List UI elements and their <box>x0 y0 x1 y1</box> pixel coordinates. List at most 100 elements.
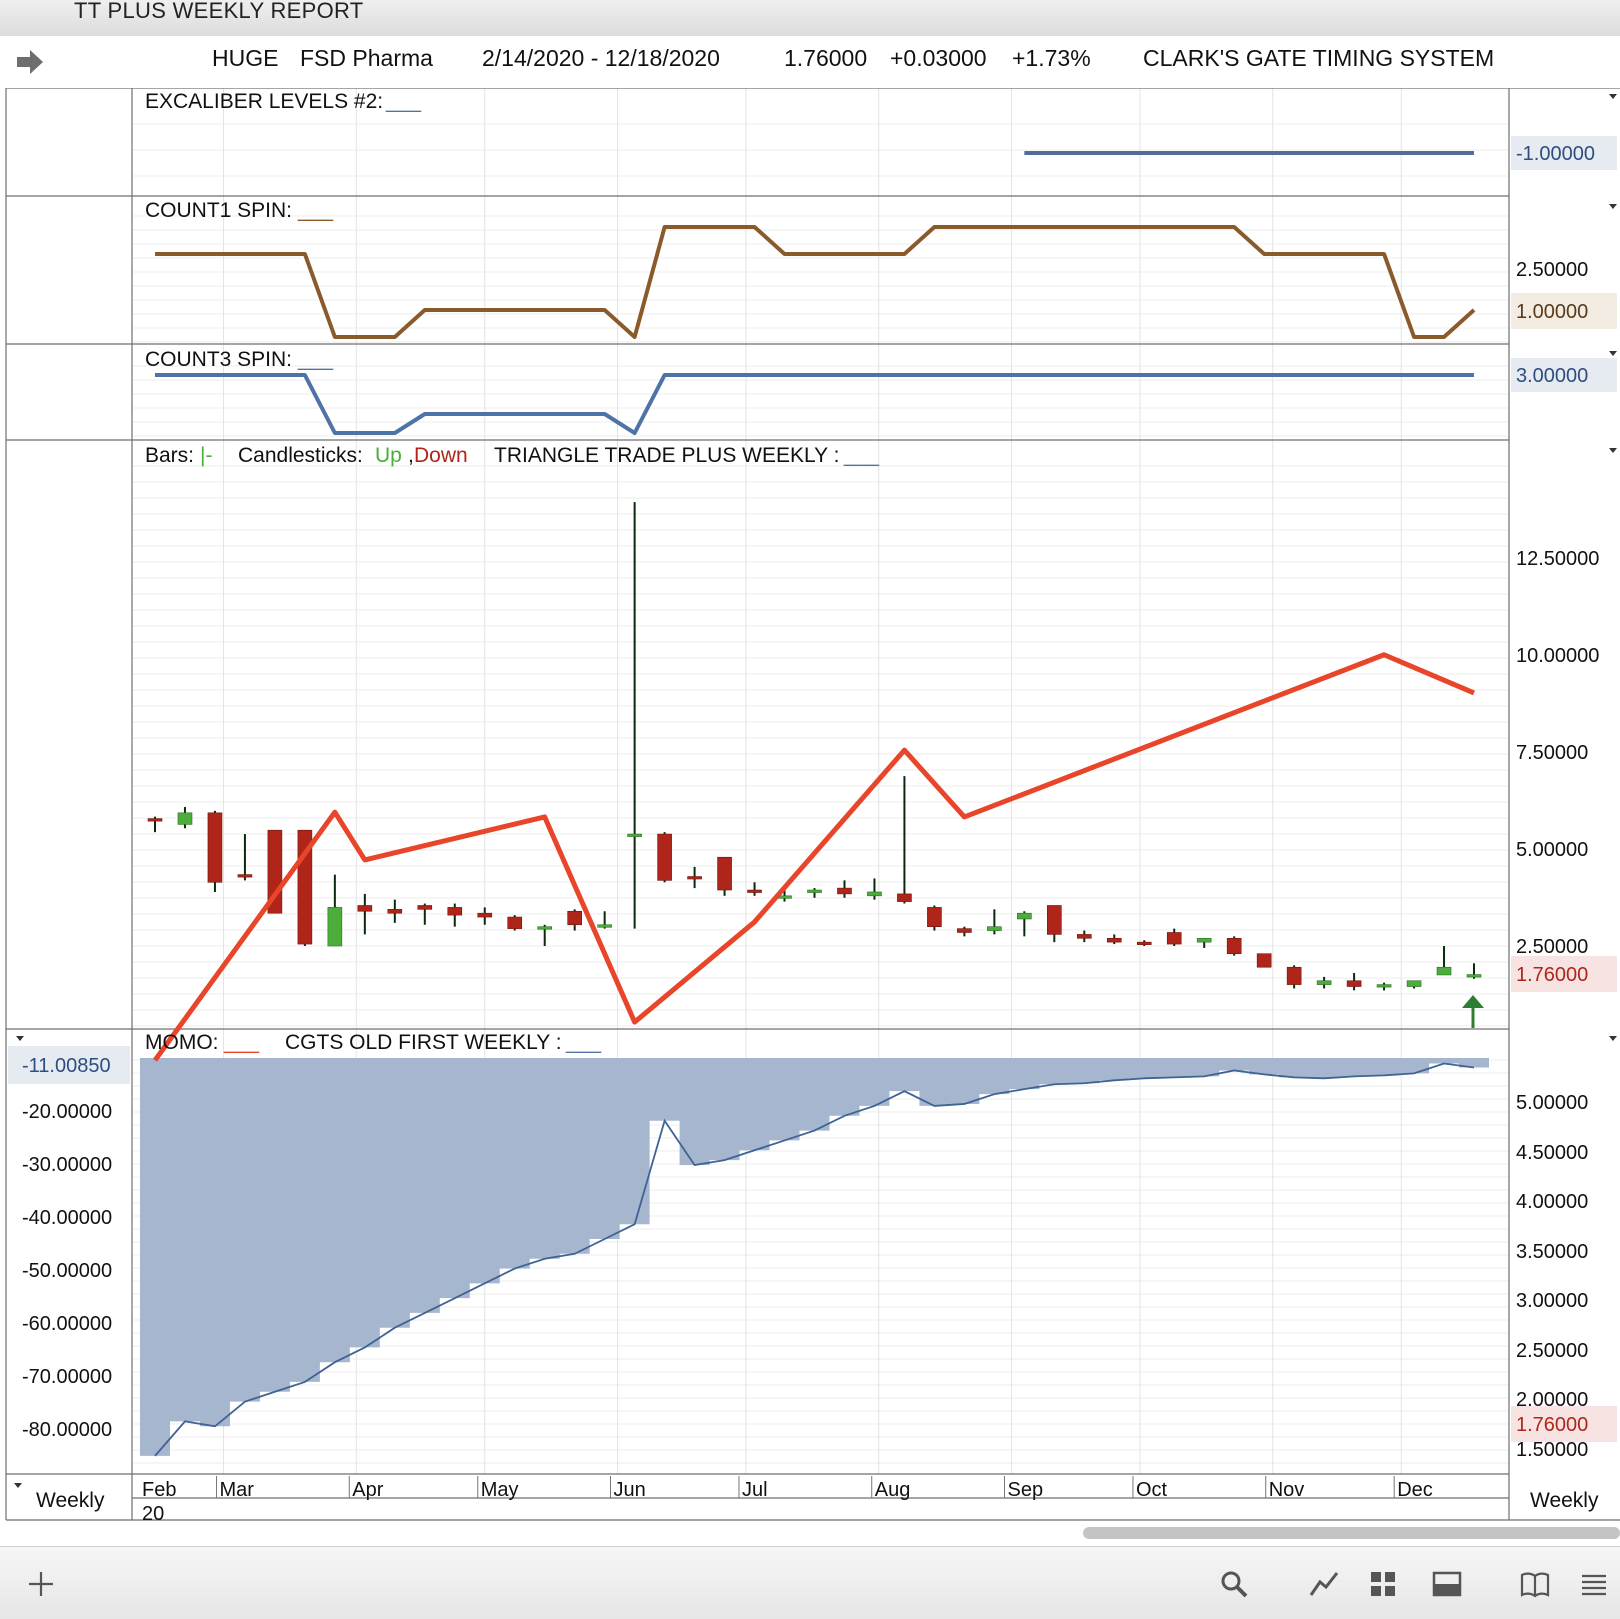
caret-down-icon[interactable] <box>1609 1036 1617 1041</box>
month-label: Mar <box>220 1479 255 1501</box>
price-change: +0.03000 <box>890 45 987 71</box>
draw-line-icon[interactable] <box>1309 1569 1339 1599</box>
cgts-tick-4: 3.50000 <box>1516 1241 1588 1263</box>
period-dropdown-icon[interactable] <box>14 1483 22 1488</box>
count1-tick: 2.50000 <box>1516 259 1588 281</box>
month-label: Oct <box>1136 1479 1168 1501</box>
candle-body <box>387 909 403 914</box>
cgts-left-value-tag: -11.00850 <box>22 1055 111 1077</box>
candle-body <box>567 910 582 926</box>
chart-canvas[interactable]: EXCALIBER LEVELS #2: ___ COUNT1 SPIN: __… <box>0 88 1620 1546</box>
cgts-area <box>140 1058 1489 1456</box>
horizontal-scrollbar[interactable] <box>1083 1527 1620 1539</box>
candle-body <box>687 876 702 880</box>
book-icon[interactable] <box>1520 1569 1550 1599</box>
caret-down-icon[interactable] <box>1609 351 1617 356</box>
arrow-right-icon[interactable] <box>14 46 46 78</box>
candle-body <box>1047 905 1062 935</box>
comma: , <box>408 444 414 467</box>
candle-body <box>1256 953 1272 968</box>
cgts-tick-1: 5.00000 <box>1516 1092 1588 1114</box>
candle-body <box>327 907 343 947</box>
month-label: May <box>481 1479 519 1501</box>
candle-body <box>957 928 972 933</box>
candle-body <box>1136 941 1152 945</box>
period-right[interactable]: Weekly <box>1530 1489 1599 1512</box>
month-label: Jul <box>742 1479 768 1501</box>
candle-body <box>597 924 612 928</box>
month-label: Aug <box>875 1479 911 1501</box>
candle-body <box>747 889 762 893</box>
month-label: Feb <box>142 1479 176 1501</box>
excaliber-value-tag: -1.00000 <box>1516 143 1595 165</box>
up-label: Up <box>375 444 402 467</box>
caret-down-icon[interactable] <box>1609 204 1617 209</box>
triangle-swatch: ___ <box>843 444 879 467</box>
triangle-label: TRIANGLE TRADE PLUS WEEKLY : <box>494 444 839 467</box>
price-tick-4: 5.00000 <box>1516 839 1588 861</box>
bars-label: Bars: <box>145 444 194 467</box>
grid-icon[interactable] <box>1368 1569 1398 1599</box>
candle-body <box>537 926 553 930</box>
candle-body <box>357 905 373 912</box>
momo-tick-3: -40.00000 <box>22 1207 112 1229</box>
search-icon[interactable] <box>1219 1569 1249 1599</box>
candle-body <box>1466 974 1482 978</box>
candle-body <box>177 812 193 825</box>
panel-icon[interactable] <box>1432 1569 1462 1599</box>
count3-label: COUNT3 SPIN: <box>145 348 292 371</box>
candle-body <box>807 889 822 893</box>
window-titlebar: TT PLUS WEEKLY REPORT <box>0 0 1620 37</box>
month-label: Dec <box>1397 1479 1433 1501</box>
menu-icon[interactable] <box>1579 1569 1609 1599</box>
momo-value-tag: 1.76000 <box>1516 1414 1588 1436</box>
cgts-tick-7: 2.00000 <box>1516 1389 1588 1411</box>
momo-tick-5: -60.00000 <box>22 1313 112 1335</box>
cgts-swatch: ___ <box>565 1031 601 1054</box>
momo-swatch: ___ <box>223 1031 259 1054</box>
candle-body <box>507 916 523 929</box>
excaliber-swatch: ___ <box>385 90 421 113</box>
caret-down-icon[interactable] <box>16 1036 24 1041</box>
date-range: 2/14/2020 - 12/18/2020 <box>482 45 720 71</box>
count3-line <box>155 373 1474 435</box>
cgts-line <box>154 1062 1475 1457</box>
down-label: Down <box>414 444 468 467</box>
caret-down-icon[interactable] <box>1609 94 1617 99</box>
candle-body <box>1406 980 1422 987</box>
candle-body <box>1376 984 1392 988</box>
price-value-tag: 1.76000 <box>1516 964 1588 986</box>
candle-body <box>927 907 942 928</box>
candle-body <box>1226 937 1242 955</box>
candle-body <box>417 905 433 910</box>
buy-arrow-icon <box>1462 995 1484 1028</box>
month-label: Jun <box>614 1479 646 1501</box>
candle-body <box>237 874 253 878</box>
count3-value-tag: 3.00000 <box>1516 365 1588 387</box>
window-title: TT PLUS WEEKLY REPORT <box>74 0 364 23</box>
cgts-tick-2: 4.50000 <box>1516 1142 1588 1164</box>
candle-body <box>867 891 882 897</box>
price-tick-1: 12.50000 <box>1516 548 1599 570</box>
candle-body <box>657 833 672 881</box>
cgts-tick-6: 2.50000 <box>1516 1340 1588 1362</box>
percent-change: +1.73% <box>1012 45 1091 71</box>
system-name: CLARK'S GATE TIMING SYSTEM <box>1143 45 1495 71</box>
count1-swatch: ___ <box>297 199 333 222</box>
period-left[interactable]: Weekly <box>36 1489 105 1512</box>
momo-tick-7: -80.00000 <box>22 1419 112 1441</box>
cgts-tick-5: 3.00000 <box>1516 1290 1588 1312</box>
count1-label: COUNT1 SPIN: <box>145 199 292 222</box>
candle-body <box>627 833 642 837</box>
caret-down-icon[interactable] <box>1609 448 1617 453</box>
momo-line <box>152 652 1475 1062</box>
momo-label: MOMO: <box>145 1031 219 1054</box>
count1-line <box>155 225 1476 339</box>
candlestick-series <box>147 502 1482 991</box>
year-label: 20 <box>142 1503 164 1525</box>
cgts-tick-3: 4.00000 <box>1516 1191 1588 1213</box>
candles-label: Candlesticks: <box>238 444 363 467</box>
candle-body <box>1316 980 1332 985</box>
plus-icon[interactable] <box>26 1569 56 1599</box>
candle-body <box>717 856 732 891</box>
